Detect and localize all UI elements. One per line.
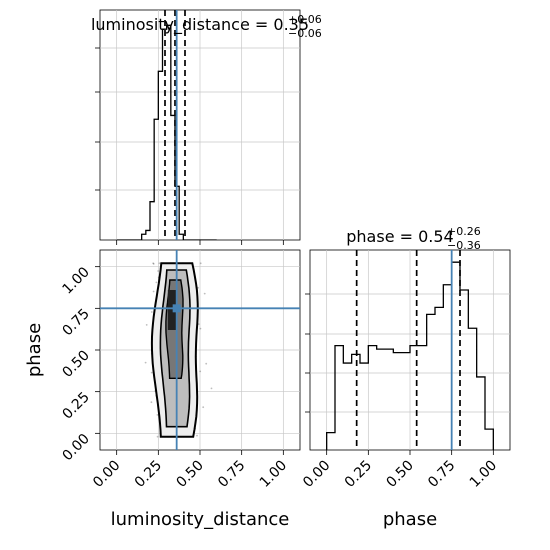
y-tick-label-phase: 0.25	[59, 389, 92, 422]
y-tick-label-phase: 0.00	[59, 431, 92, 464]
x-tick-label-luminosity-distance: 0.75	[215, 458, 248, 491]
scatter-point	[199, 262, 202, 265]
x-tick-label-luminosity-distance: 0.50	[173, 458, 206, 491]
scatter-point	[145, 324, 148, 326]
scatter-point	[205, 362, 208, 365]
x-tick-label-luminosity-distance: 0.25	[132, 458, 165, 491]
scatter-point	[203, 292, 206, 295]
y-tick-label-phase: 1.00	[59, 264, 92, 297]
x-tick-label-luminosity-distance: 0.00	[90, 458, 123, 491]
scatter-point	[152, 290, 155, 293]
scatter-point	[196, 434, 198, 437]
hist-steps-phase	[326, 261, 494, 450]
x-tick-label-phase: 0.25	[342, 458, 375, 491]
x-tick-label-phase: 0.00	[300, 458, 333, 491]
title-phase: phase = 0.54	[346, 227, 453, 246]
scatter-point	[144, 361, 147, 364]
scatter-point	[150, 371, 153, 374]
scatter-point	[150, 311, 153, 313]
title-phase-plus: +0.26	[447, 225, 481, 238]
scatter-point	[158, 262, 161, 265]
title-luminosity-distance-minus: −0.06	[288, 27, 322, 40]
title-luminosity-distance: luminosity_distance = 0.35	[91, 15, 309, 35]
x-tick-label-phase: 0.50	[383, 458, 416, 491]
scatter-point	[150, 401, 153, 404]
title-phase-minus: −0.36	[447, 239, 481, 252]
x-axis-label-luminosity-distance: luminosity_distance	[111, 509, 290, 530]
truth-marker	[172, 304, 181, 313]
density-contours	[150, 262, 199, 438]
x-axis-label-phase: phase	[383, 509, 437, 530]
scatter-point	[152, 262, 155, 265]
scatter-point	[156, 435, 159, 438]
scatter-point	[199, 370, 202, 373]
title-luminosity-distance-plus: +0.06	[288, 13, 322, 26]
x-tick-label-phase: 0.75	[425, 458, 458, 491]
truth-lines	[100, 10, 453, 450]
histogram-phase	[326, 250, 494, 450]
scatter-point	[157, 270, 160, 272]
x-tick-label-luminosity-distance: 1.00	[257, 458, 290, 491]
scatter-point	[155, 281, 158, 284]
y-tick-label-phase: 0.50	[59, 348, 92, 381]
scatter-point	[210, 387, 213, 390]
scatter-point	[202, 406, 205, 409]
y-axis-label-phase: phase	[24, 323, 45, 377]
scatter-point	[199, 327, 202, 330]
x-tick-label-phase: 1.00	[467, 458, 500, 491]
density-peak	[167, 290, 177, 330]
scatter-point	[156, 414, 159, 416]
y-tick-label-phase: 0.75	[59, 306, 92, 339]
hist-steps-luminosity-distance	[116, 24, 217, 240]
histogram-luminosity-distance	[116, 10, 217, 240]
scatter-point	[152, 263, 155, 265]
